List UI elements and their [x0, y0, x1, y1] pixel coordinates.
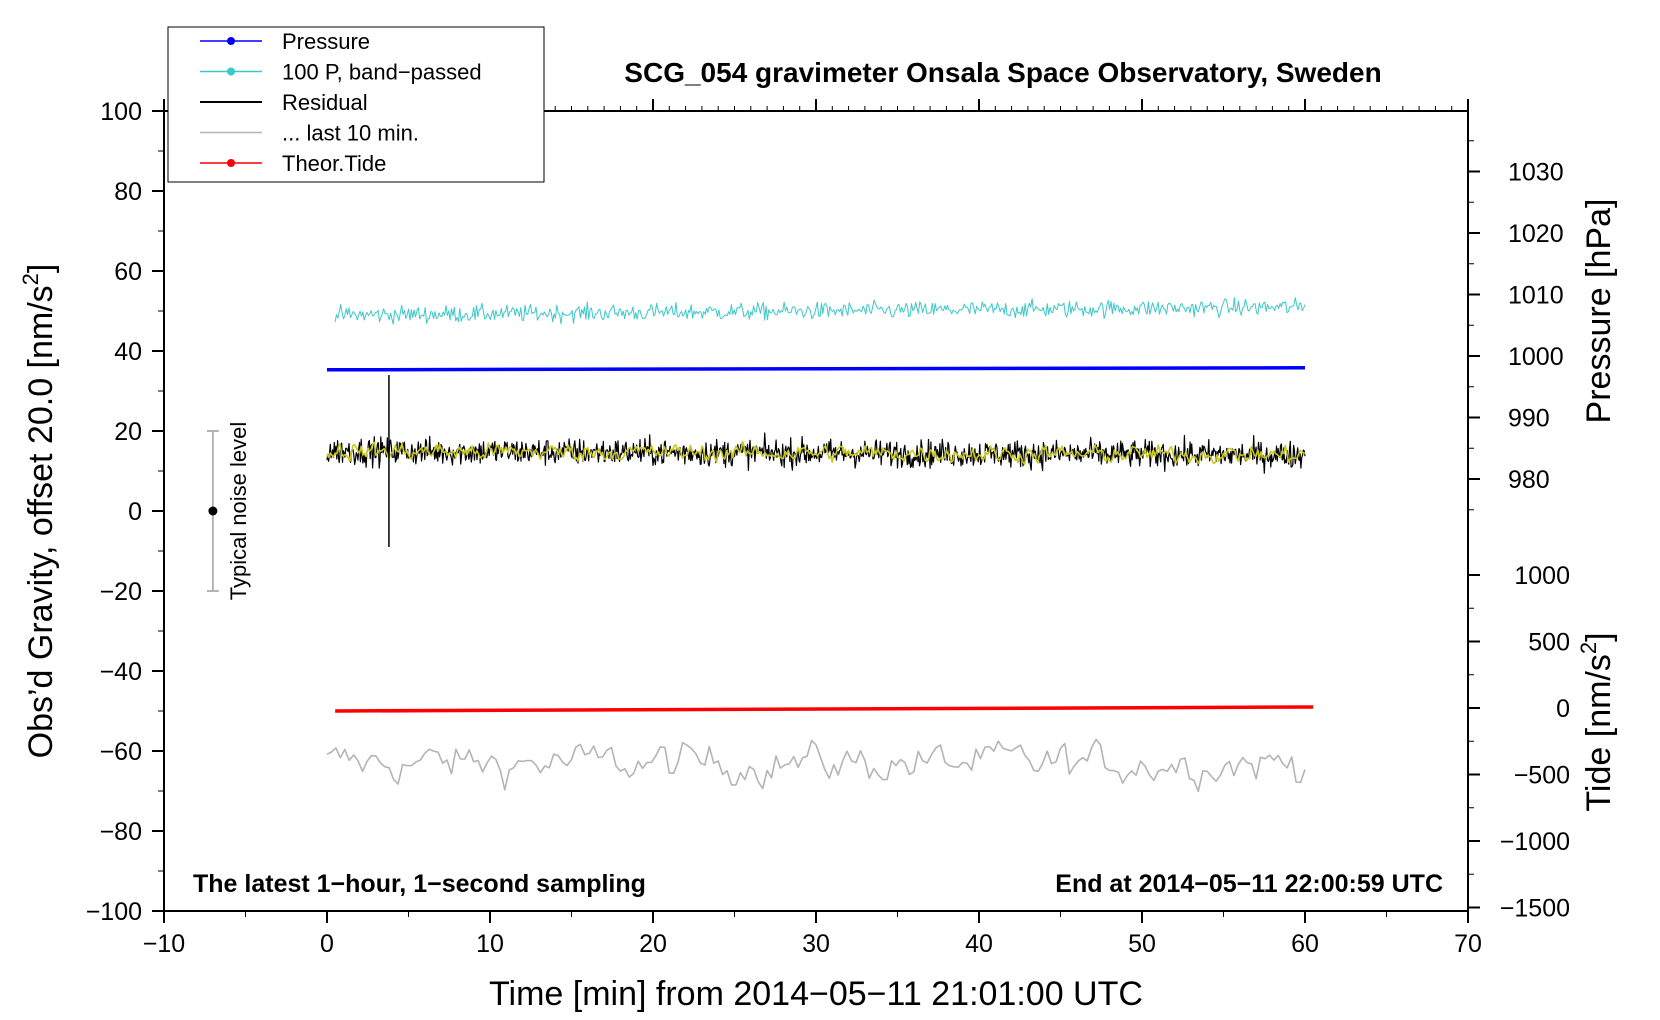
x-tick-label: 70 — [1454, 930, 1482, 958]
legend-box — [167, 26, 545, 183]
legend-marker — [227, 159, 235, 167]
y-axis-label-pressure: Pressure [hPa] — [1580, 199, 1618, 424]
noise-level-label: Typical noise level — [226, 422, 251, 601]
noise-bar — [206, 430, 219, 592]
legend-items: Pressure 100 P, band−passed Residual ... la… — [200, 29, 482, 176]
legend-label: Pressure — [282, 29, 370, 54]
y-tick-label: 100 — [100, 98, 142, 126]
tide-tick-label: −1500 — [1500, 895, 1570, 923]
legend-marker — [227, 67, 235, 76]
series-theor-tide — [335, 705, 1314, 713]
series-pressure — [326, 366, 1306, 372]
plot-frame — [163, 110, 1469, 912]
x-axis-label: Time [min] from 2014−05−11 21:01:00 UTC — [489, 975, 1143, 1013]
tide-tick-label: 500 — [1528, 629, 1570, 657]
pressure-tick-label: 1000 — [1508, 343, 1564, 371]
y-tick-label: 40 — [114, 338, 142, 366]
pressure-tick-label: 980 — [1508, 466, 1550, 494]
pressure-tick-label: 1010 — [1508, 282, 1564, 310]
y-tick-label: −80 — [100, 818, 142, 846]
y-tick-label: −40 — [100, 658, 142, 686]
y-axis-label-tide: Tide [nm/s2] — [1576, 632, 1618, 811]
legend-label: ... last 10 min. — [282, 121, 419, 146]
y-tick-label: 20 — [114, 418, 142, 446]
x-tick-label: 50 — [1128, 930, 1156, 958]
legend-marker — [227, 37, 235, 45]
pressure-tick-label: 1030 — [1508, 159, 1564, 187]
x-tick-label: 10 — [476, 930, 504, 958]
tide-tick-label: −1000 — [1500, 828, 1570, 856]
y-tick-label: −60 — [100, 738, 142, 766]
series-last-10-min — [326, 738, 1306, 793]
x-tick-label: 0 — [320, 930, 334, 958]
tide-tick-label: 0 — [1556, 695, 1570, 723]
ticks-layer: −10 0 10 20 30 40 50 60 70−100−80−60−40−20020406… — [86, 98, 1570, 958]
tide-tick-label: −500 — [1514, 762, 1570, 790]
legend: Pressure 100 P, band−passed Residual ... la… — [167, 26, 545, 183]
series-residual-smoothed — [326, 440, 1306, 466]
noise-bar-dot — [208, 506, 218, 516]
y-tick-label: −20 — [100, 578, 142, 606]
y-tick-label: 0 — [128, 498, 142, 526]
y-tick-label: −100 — [86, 898, 142, 926]
legend-label: Residual — [282, 90, 368, 115]
x-tick-label: 40 — [965, 930, 993, 958]
x-tick-label: 20 — [639, 930, 667, 958]
corner-label-right: End at 2014−05−11 22:00:59 UTC — [1055, 870, 1443, 898]
y-tick-label: 60 — [114, 258, 142, 286]
series-layer — [326, 297, 1314, 793]
corner-label-left: The latest 1−hour, 1−second sampling — [193, 870, 646, 898]
tide-tick-label: 1000 — [1514, 562, 1570, 590]
x-tick-label: 60 — [1291, 930, 1319, 958]
chart-title: SCG_054 gravimeter Onsala Space Observat… — [624, 57, 1381, 88]
y-axis-label-left: Obs’d Gravity, offset 20.0 [nm/s2] — [18, 264, 60, 759]
legend-label: 100 P, band−passed — [282, 60, 482, 85]
legend-label: Theor.Tide — [282, 151, 386, 176]
x-tick-label: −10 — [143, 930, 185, 958]
x-tick-label: 30 — [802, 930, 830, 958]
series-band-passed — [334, 297, 1306, 325]
pressure-tick-label: 1020 — [1508, 220, 1564, 248]
y-tick-label: 80 — [114, 178, 142, 206]
pressure-tick-label: 990 — [1508, 405, 1550, 433]
